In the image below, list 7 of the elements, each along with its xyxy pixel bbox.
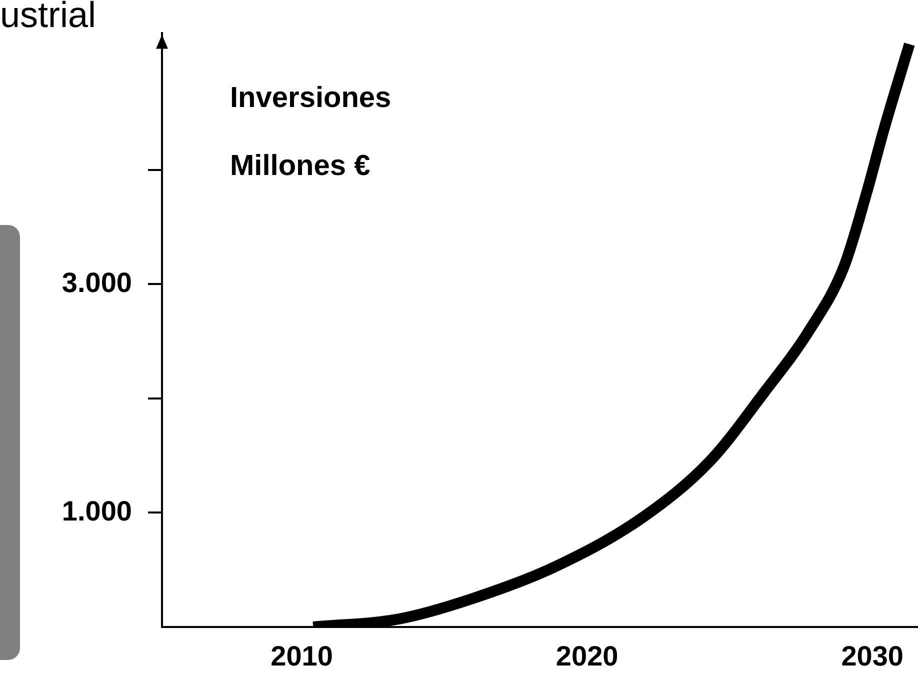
x-tick-label: 2020 xyxy=(556,640,618,672)
chart-title: ustrial xyxy=(0,0,96,36)
text: Inversiones Millones € xyxy=(230,82,392,182)
x-tick-label: 2030 xyxy=(841,640,904,672)
y-tick-label: 3.000 xyxy=(62,266,132,298)
x-tick-label: 2010 xyxy=(270,640,333,672)
y-tick-label: 1.000 xyxy=(62,495,132,526)
